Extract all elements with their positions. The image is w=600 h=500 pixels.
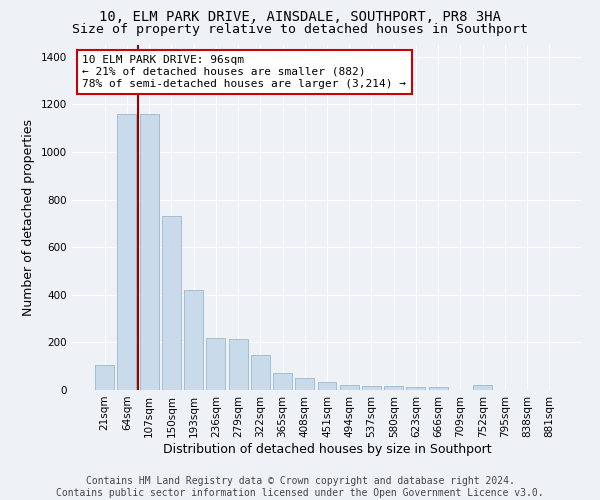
Bar [162, 216, 181, 390]
Text: Size of property relative to detached houses in Southport: Size of property relative to detached ho… [72, 22, 528, 36]
Bar [206, 338, 225, 390]
Y-axis label: Number of detached properties: Number of detached properties [22, 119, 35, 316]
Bar [229, 339, 248, 390]
Bar [362, 386, 381, 390]
Bar [340, 385, 359, 390]
X-axis label: Distribution of detached houses by size in Southport: Distribution of detached houses by size … [163, 442, 491, 456]
Text: 10 ELM PARK DRIVE: 96sqm
← 21% of detached houses are smaller (882)
78% of semi-: 10 ELM PARK DRIVE: 96sqm ← 21% of detach… [82, 56, 406, 88]
Bar [118, 114, 136, 390]
Bar [406, 387, 425, 390]
Bar [95, 365, 114, 390]
Bar [473, 385, 492, 390]
Bar [251, 355, 270, 390]
Bar [429, 387, 448, 390]
Text: 10, ELM PARK DRIVE, AINSDALE, SOUTHPORT, PR8 3HA: 10, ELM PARK DRIVE, AINSDALE, SOUTHPORT,… [99, 10, 501, 24]
Bar [184, 290, 203, 390]
Text: Contains HM Land Registry data © Crown copyright and database right 2024.
Contai: Contains HM Land Registry data © Crown c… [56, 476, 544, 498]
Bar [273, 374, 292, 390]
Bar [140, 114, 158, 390]
Bar [384, 386, 403, 390]
Bar [317, 382, 337, 390]
Bar [295, 378, 314, 390]
